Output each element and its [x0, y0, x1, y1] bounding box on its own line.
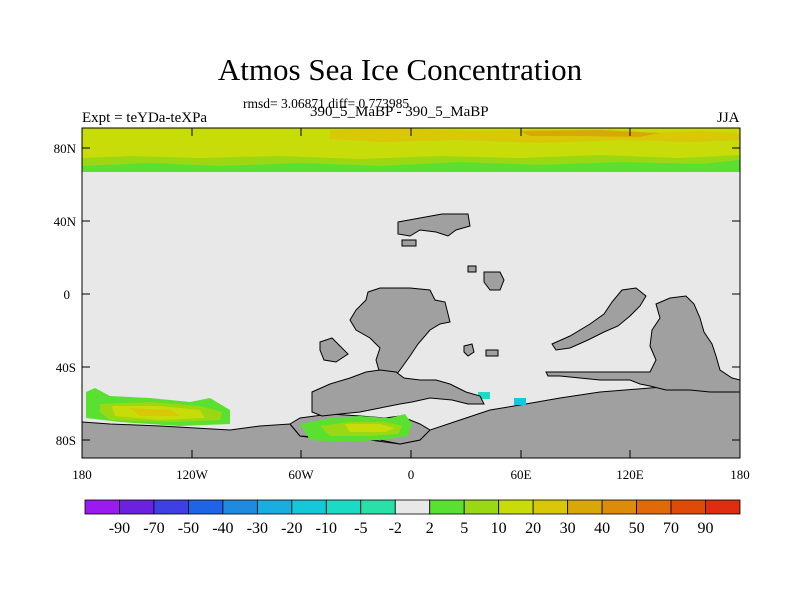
runs-label: 390_5_MaBP - 390_5_MaBP: [310, 104, 489, 120]
colorbar-label: -50: [178, 520, 199, 537]
colorbar-label: 2: [426, 520, 434, 537]
lat-tick-label: 80S: [56, 433, 76, 448]
australia-land: [545, 295, 740, 393]
lon-tick-label: 120W: [176, 467, 209, 482]
longitude-axis: 180 120W 60W 0 60E 120E 180: [72, 128, 750, 482]
colorbar-label: 50: [629, 520, 645, 537]
colorbar-label: -20: [281, 520, 302, 537]
colorbar-label: -2: [389, 520, 402, 537]
colorbar-swatch: [360, 499, 396, 515]
lat-tick-label: 40N: [54, 214, 77, 229]
latitude-axis: 80N 40N 0 40S 80S: [54, 141, 740, 448]
south-america-land: [319, 337, 349, 363]
colorbar-swatch: [291, 499, 327, 515]
lat-tick-label: 80N: [54, 141, 77, 156]
colorbar-swatch: [429, 499, 465, 515]
colorbar: -90 -70 -50 -40 -30 -20 -10 -5 -2 2 5 10 20 30 40 50 70 9…: [84, 499, 741, 537]
colorbar-swatch: [256, 499, 293, 515]
colorbar-swatch: [84, 499, 120, 515]
season-label: JJA: [717, 110, 740, 126]
lat-tick-label: 40S: [56, 360, 76, 375]
colorbar-swatch: [463, 499, 500, 515]
mediterranean-island: [401, 239, 417, 247]
colorbar-swatch: [325, 499, 362, 515]
negative-sea-ice-patch-2: [514, 398, 526, 405]
colorbar-swatch: [601, 499, 637, 515]
rmsd-diff-stats: rmsd= 3.06871 diff= 0.773985: [243, 96, 410, 111]
colorbar-swatch: [567, 499, 603, 515]
europe-land: [397, 213, 471, 237]
colorbar-label: 10: [491, 520, 507, 537]
colorbar-swatch: [498, 499, 534, 515]
colorbar-swatch: [532, 499, 569, 515]
colorbar-label: 30: [560, 520, 576, 537]
africa-land: [349, 287, 451, 377]
colorbar-label: -30: [247, 520, 268, 537]
experiment-label: Expt = teYDa-teXPa: [82, 110, 208, 126]
colorbar-label: -90: [109, 520, 130, 537]
colorbar-swatch: [188, 499, 224, 515]
lon-tick-label: 60W: [288, 467, 314, 482]
lon-tick-label: 180: [72, 467, 92, 482]
lon-tick-label: 120E: [616, 467, 644, 482]
small-island: [485, 349, 499, 357]
lon-tick-label: 60E: [511, 467, 532, 482]
colorbar-swatch: [222, 499, 258, 515]
southern-ocean-sea-ice-atlantic: [300, 414, 412, 442]
colorbar-label: 70: [663, 520, 679, 537]
colorbar-label: 20: [525, 520, 541, 537]
lon-tick-label: 0: [408, 467, 415, 482]
colorbar-swatch: [119, 499, 155, 515]
arabia-land: [467, 265, 477, 273]
colorbar-label: 90: [698, 520, 714, 537]
colorbar-label: 5: [460, 520, 468, 537]
south-america-south-land: [311, 369, 485, 417]
india-land: [483, 271, 505, 291]
colorbar-label: -40: [212, 520, 233, 537]
colorbar-swatch: [153, 499, 189, 515]
negative-sea-ice-patch-1: [478, 392, 490, 399]
colorbar-swatch: [670, 499, 706, 515]
colorbar-label: -5: [354, 520, 367, 537]
lat-tick-label: 0: [64, 287, 71, 302]
lon-tick-label: 180: [730, 467, 750, 482]
colorbar-label: -10: [316, 520, 337, 537]
colorbar-swatch: [394, 499, 431, 515]
plot-title: Atmos Sea Ice Concentration: [217, 52, 583, 87]
southern-ocean-sea-ice-pacific: [86, 388, 230, 426]
colorbar-label: -70: [143, 520, 164, 537]
map-area: [82, 128, 740, 458]
madagascar-land: [463, 343, 475, 357]
colorbar-label: 40: [594, 520, 610, 537]
colorbar-swatch: [705, 499, 741, 515]
southeast-asia-land: [551, 287, 647, 351]
colorbar-swatch: [636, 499, 672, 515]
